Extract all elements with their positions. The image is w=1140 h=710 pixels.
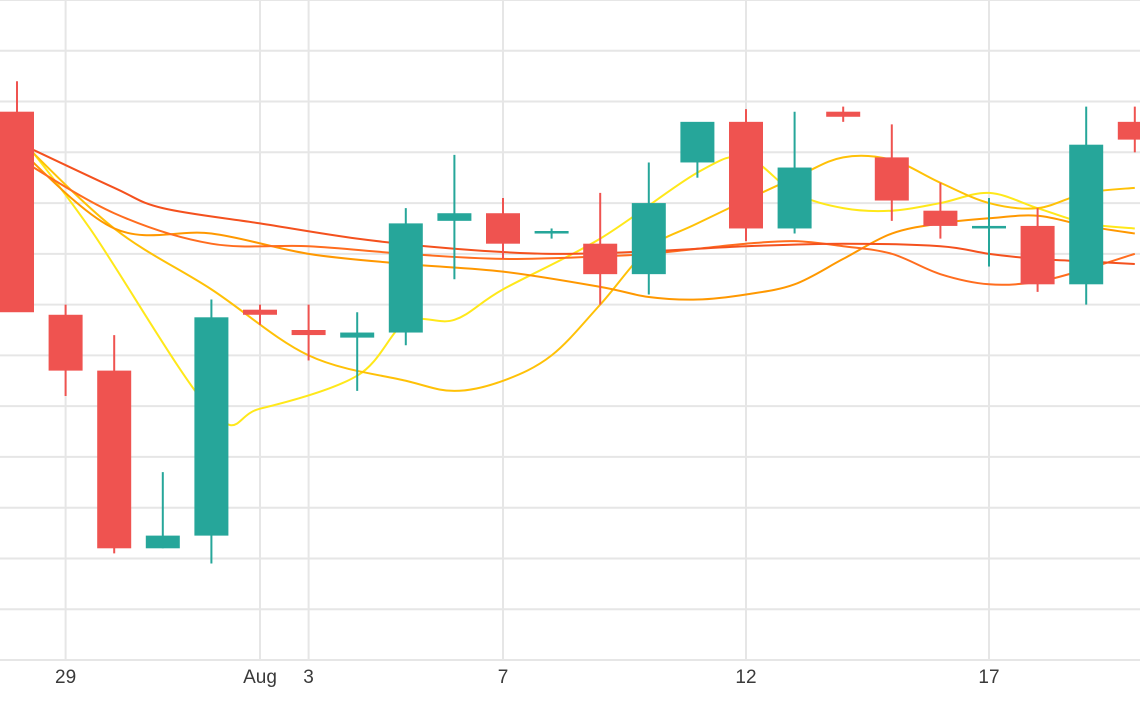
candle [1020, 208, 1055, 292]
x-tick-label: 7 [498, 667, 509, 688]
moving-average-lines [16, 131, 1136, 427]
candle-body [534, 231, 569, 234]
candle [437, 154, 472, 280]
candle [340, 312, 375, 391]
x-tick-label: 17 [978, 667, 999, 688]
candle [534, 228, 569, 239]
candle [48, 304, 83, 396]
candle-body [291, 330, 326, 336]
moving-average-line [16, 131, 1135, 427]
candle-body [194, 317, 229, 536]
candle [826, 106, 861, 122]
candle [1069, 106, 1104, 305]
candle [972, 198, 1006, 267]
candle [194, 299, 229, 564]
candle-body [437, 213, 472, 221]
x-axis-ticks: 29Aug37121721 [55, 667, 1000, 688]
candles [0, 81, 1140, 564]
candle-body [972, 225, 1006, 229]
candle-body [340, 332, 375, 338]
candle [486, 198, 520, 259]
candle [0, 81, 34, 313]
moving-average-line [16, 146, 1135, 301]
candle [97, 335, 132, 554]
candle-body [97, 370, 132, 549]
horizontal-gridlines [0, 0, 1140, 661]
candle-body [631, 203, 666, 275]
moving-average-line [16, 141, 1135, 265]
candle [243, 304, 277, 325]
candle-body [923, 210, 958, 226]
x-tick-label: 3 [303, 667, 314, 688]
candle-body [729, 121, 763, 229]
candle [729, 109, 763, 242]
candle-body [486, 213, 520, 244]
candle-body [874, 157, 909, 201]
candle-body [145, 535, 180, 549]
candle-body [1069, 144, 1104, 285]
x-tick-label: Aug [243, 667, 277, 688]
candle [145, 472, 180, 549]
candle-body [1117, 121, 1140, 140]
candle [583, 192, 618, 305]
candle [777, 111, 812, 234]
candle-body [777, 167, 812, 229]
x-tick-label: 29 [55, 667, 76, 688]
candle-body [583, 243, 618, 275]
moving-average-line [16, 136, 1135, 392]
candle [631, 162, 666, 295]
candle-body [48, 314, 83, 371]
candle [874, 124, 909, 221]
candle-body [0, 111, 34, 313]
x-tick-label: 12 [735, 667, 756, 688]
candle-body [826, 111, 861, 117]
candle-body [1020, 225, 1055, 285]
candle [680, 121, 715, 178]
candle-body [680, 121, 715, 163]
candle-body [388, 223, 423, 333]
candle [291, 304, 326, 361]
candle [1117, 106, 1140, 153]
candle [923, 182, 958, 239]
candle [388, 208, 423, 346]
candle-body [243, 309, 277, 315]
